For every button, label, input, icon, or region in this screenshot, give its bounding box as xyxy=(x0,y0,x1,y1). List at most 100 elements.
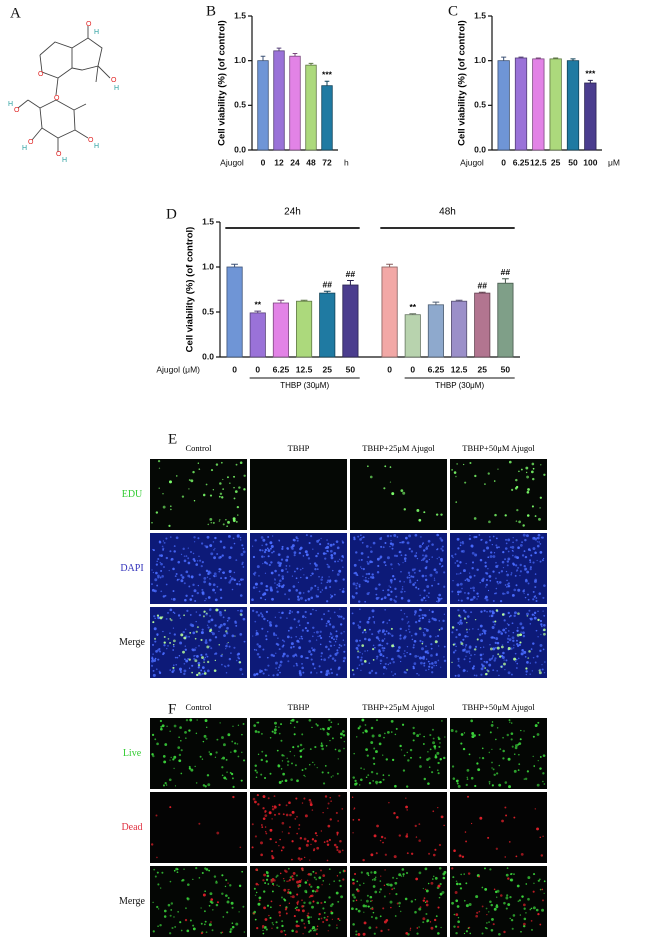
cell-dot xyxy=(356,656,360,659)
cell-dot xyxy=(472,628,474,630)
cell-dot xyxy=(435,636,437,638)
cell-dot xyxy=(309,801,313,804)
cell-dot xyxy=(443,571,446,574)
cell-dot xyxy=(331,657,335,660)
cell-dot xyxy=(487,670,490,673)
cell-dot xyxy=(196,591,200,595)
cell-dot xyxy=(428,558,431,561)
cell-dot xyxy=(402,769,406,772)
cell-dot xyxy=(242,550,246,554)
cell-dot xyxy=(408,547,411,550)
cell-dot xyxy=(338,794,341,797)
cell-dot xyxy=(314,764,316,766)
cell-dot xyxy=(539,643,543,647)
micrograph xyxy=(250,866,347,937)
cell-dot xyxy=(507,671,511,675)
cell-dot xyxy=(379,781,382,784)
cell-dot xyxy=(280,569,284,572)
cell-dot xyxy=(519,738,522,741)
cell-dot xyxy=(457,784,461,788)
cell-dot xyxy=(516,643,519,646)
cell-dot xyxy=(160,725,163,728)
cell-dot xyxy=(243,931,246,933)
cell-dot xyxy=(166,725,168,728)
cell-dot xyxy=(358,725,362,728)
cell-dot xyxy=(539,888,542,891)
cell-dot xyxy=(204,656,207,659)
cell-dot xyxy=(298,824,301,826)
cell-dot xyxy=(281,760,284,762)
cell-dot xyxy=(421,641,424,643)
cell-dot xyxy=(274,582,276,584)
cell-dot xyxy=(373,871,377,874)
cell-dot xyxy=(299,755,303,758)
cell-dot xyxy=(183,669,187,673)
cell-dot xyxy=(169,806,172,809)
cell-dot xyxy=(327,551,329,553)
cell-dot xyxy=(269,772,272,775)
cell-dot xyxy=(511,488,514,491)
cell-dot xyxy=(151,664,154,667)
cell-dot xyxy=(304,550,308,554)
cell-dot xyxy=(396,536,399,538)
cell-dot xyxy=(409,580,412,584)
cell-dot xyxy=(412,665,415,668)
cell-dot xyxy=(519,574,521,577)
cell-dot xyxy=(204,890,206,893)
cell-dot xyxy=(312,761,314,764)
cell-dot xyxy=(342,878,345,881)
cell-dot xyxy=(385,758,389,761)
cell-dot xyxy=(463,669,466,672)
cell-dot xyxy=(158,650,162,653)
cell-dot xyxy=(484,673,488,676)
cell-dot xyxy=(216,901,219,904)
cell-dot xyxy=(255,776,258,779)
cell-dot xyxy=(304,616,307,619)
cell-dot xyxy=(375,852,378,855)
cell-dot xyxy=(308,883,311,886)
x-prefix: Ajugol (μM) xyxy=(156,364,200,374)
error-bar xyxy=(386,263,393,267)
cell-dot xyxy=(370,853,374,857)
cell-dot xyxy=(302,592,305,594)
cell-dot xyxy=(172,758,175,761)
cell-dot xyxy=(372,644,375,647)
cell-dot xyxy=(335,540,339,543)
cell-dot xyxy=(286,555,290,559)
cell-dot xyxy=(370,871,373,874)
cell-dot xyxy=(522,924,526,928)
cell-dot xyxy=(214,756,217,758)
cell-dot xyxy=(257,902,261,906)
cell-dot xyxy=(443,659,447,663)
cell-dot xyxy=(541,888,544,891)
cell-dot xyxy=(409,748,413,752)
cell-dot xyxy=(433,747,437,750)
cell-dot xyxy=(532,755,534,758)
cell-dot xyxy=(510,647,513,650)
cell-dot xyxy=(176,871,179,874)
cell-dot xyxy=(260,670,263,673)
cell-dot xyxy=(298,591,302,595)
cell-dot xyxy=(200,907,202,909)
cell-dot xyxy=(367,905,370,908)
cell-dot xyxy=(521,541,523,544)
cell-dot xyxy=(436,548,439,550)
cell-dot xyxy=(515,639,518,642)
cell-dot xyxy=(234,490,238,494)
cell-dot xyxy=(378,742,382,746)
cell-dot xyxy=(489,536,491,538)
cell-dot xyxy=(279,671,281,674)
cell-dot xyxy=(481,579,485,582)
cell-dot xyxy=(271,805,274,808)
cell-dot xyxy=(301,637,304,640)
cell-dot xyxy=(218,644,221,646)
error-bar xyxy=(455,299,463,302)
cell-dot xyxy=(362,904,366,908)
cell-dot xyxy=(392,660,395,664)
cell-dot xyxy=(232,795,235,799)
cell-dot xyxy=(330,776,332,778)
cell-dot xyxy=(428,620,431,623)
cell-dot xyxy=(379,555,383,559)
cell-dot xyxy=(356,667,359,670)
cell-dot xyxy=(257,884,260,886)
